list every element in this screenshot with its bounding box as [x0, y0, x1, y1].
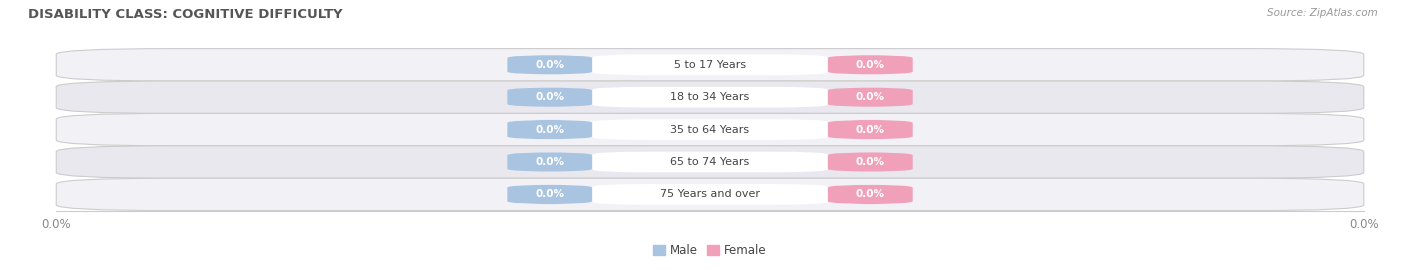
Text: 0.0%: 0.0% [856, 157, 884, 167]
FancyBboxPatch shape [828, 55, 912, 75]
FancyBboxPatch shape [508, 185, 592, 204]
Text: DISABILITY CLASS: COGNITIVE DIFFICULTY: DISABILITY CLASS: COGNITIVE DIFFICULTY [28, 8, 343, 21]
FancyBboxPatch shape [592, 152, 828, 172]
FancyBboxPatch shape [828, 185, 912, 204]
FancyBboxPatch shape [828, 152, 912, 172]
Text: 0.0%: 0.0% [856, 189, 884, 200]
Text: 75 Years and over: 75 Years and over [659, 189, 761, 200]
FancyBboxPatch shape [828, 87, 912, 107]
FancyBboxPatch shape [508, 152, 592, 172]
FancyBboxPatch shape [56, 178, 1364, 211]
FancyBboxPatch shape [592, 55, 828, 75]
FancyBboxPatch shape [828, 120, 912, 139]
FancyBboxPatch shape [56, 49, 1364, 81]
Text: 0.0%: 0.0% [856, 124, 884, 135]
Text: 0.0%: 0.0% [536, 189, 564, 200]
Legend: Male, Female: Male, Female [648, 239, 772, 261]
Text: 0.0%: 0.0% [856, 60, 884, 70]
FancyBboxPatch shape [508, 120, 592, 139]
Text: 35 to 64 Years: 35 to 64 Years [671, 124, 749, 135]
FancyBboxPatch shape [592, 87, 828, 107]
Text: 0.0%: 0.0% [536, 60, 564, 70]
Text: 65 to 74 Years: 65 to 74 Years [671, 157, 749, 167]
Text: 0.0%: 0.0% [536, 124, 564, 135]
Text: 0.0%: 0.0% [856, 92, 884, 102]
FancyBboxPatch shape [56, 146, 1364, 178]
Text: 0.0%: 0.0% [536, 157, 564, 167]
FancyBboxPatch shape [56, 113, 1364, 146]
Text: 0.0%: 0.0% [536, 92, 564, 102]
Text: Source: ZipAtlas.com: Source: ZipAtlas.com [1267, 8, 1378, 18]
Text: 18 to 34 Years: 18 to 34 Years [671, 92, 749, 102]
FancyBboxPatch shape [592, 184, 828, 205]
FancyBboxPatch shape [508, 87, 592, 107]
FancyBboxPatch shape [56, 81, 1364, 113]
FancyBboxPatch shape [592, 119, 828, 140]
FancyBboxPatch shape [508, 55, 592, 75]
Text: 5 to 17 Years: 5 to 17 Years [673, 60, 747, 70]
